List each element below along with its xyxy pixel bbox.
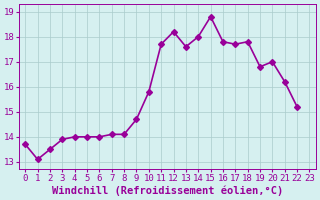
X-axis label: Windchill (Refroidissement éolien,°C): Windchill (Refroidissement éolien,°C) xyxy=(52,185,283,196)
